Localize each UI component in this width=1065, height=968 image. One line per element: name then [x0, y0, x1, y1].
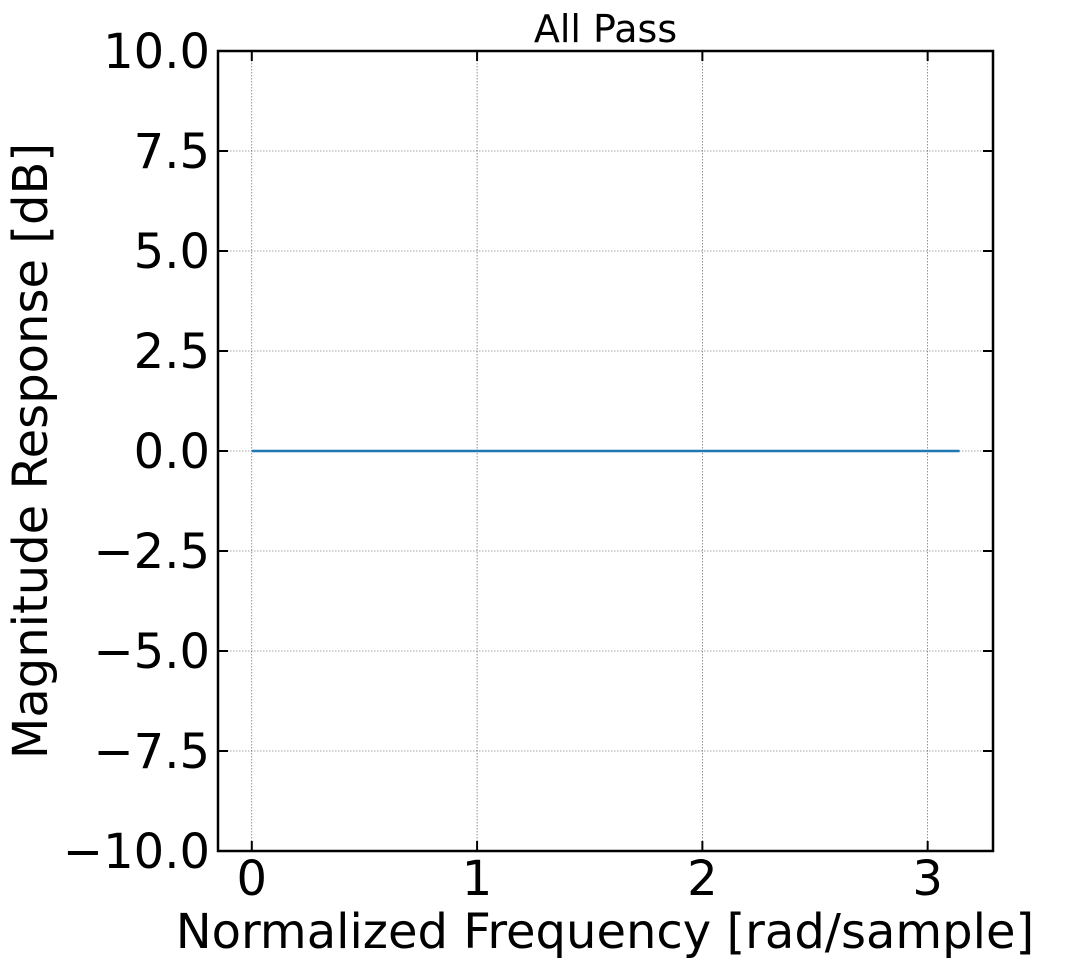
- y-tick-label: −10.0: [63, 824, 210, 880]
- y-tick-label: −5.0: [93, 624, 210, 680]
- y-tick-label: 0.0: [134, 424, 210, 480]
- x-tick-label: 1: [462, 851, 493, 907]
- y-tick-label: 5.0: [134, 224, 210, 280]
- x-tick-label: 3: [912, 851, 943, 907]
- x-tick-label: 2: [687, 851, 718, 907]
- y-tick-label: −2.5: [93, 524, 210, 580]
- y-axis-label: Magnitude Response [dB]: [3, 143, 59, 759]
- y-tick-label: −7.5: [93, 724, 210, 780]
- x-axis-label: Normalized Frequency [rad/sample]: [176, 904, 1034, 960]
- y-tick-label: 10.0: [103, 24, 210, 80]
- ticks: [218, 50, 993, 852]
- chart-title: All Pass: [534, 7, 677, 51]
- y-tick-label: 2.5: [134, 324, 210, 380]
- x-tick-label: 0: [237, 851, 268, 907]
- y-tick-label: 7.5: [134, 124, 210, 180]
- tick-labels: 0 1 2 3 −10.0 −7.5 −5.0 −2.5 0.0 2.5 5.0 7.5 10.0: [63, 24, 943, 907]
